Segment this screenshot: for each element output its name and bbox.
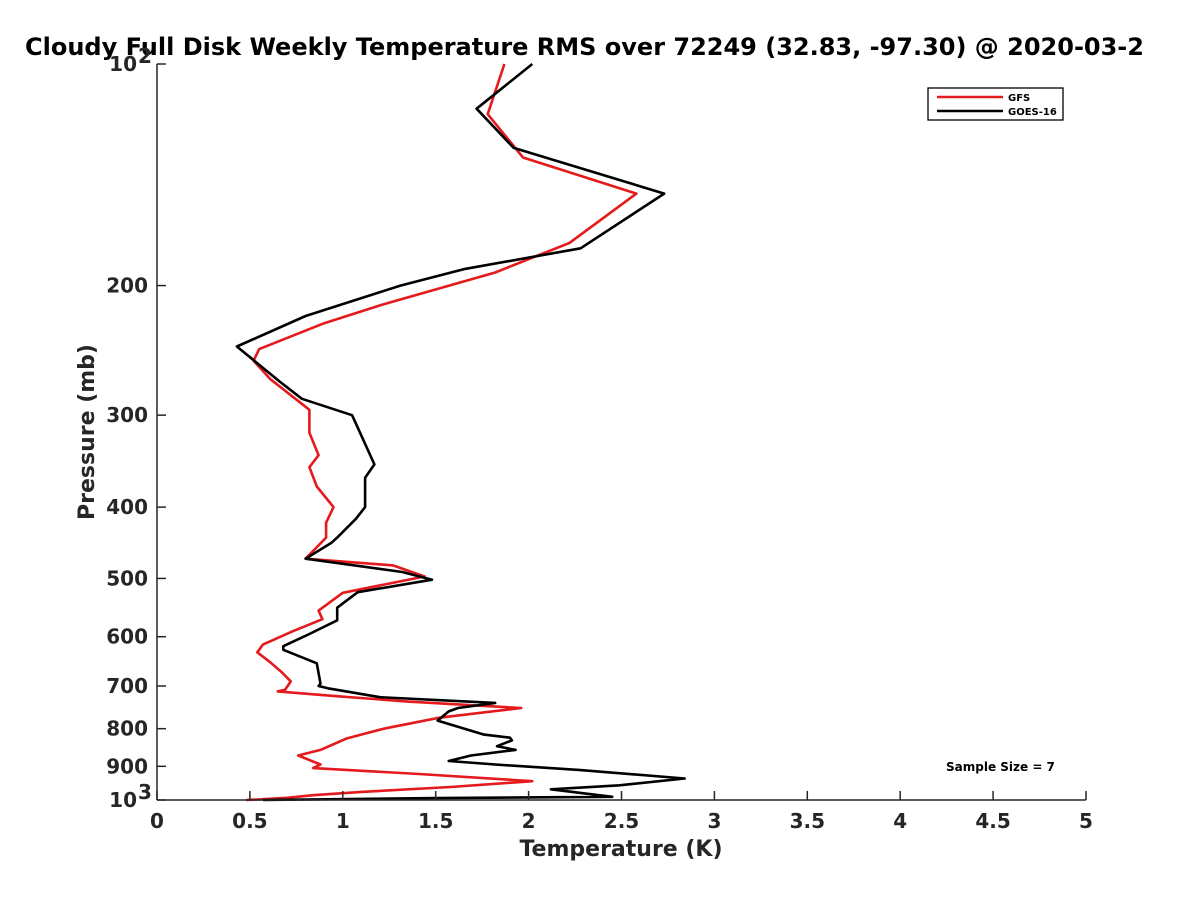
series-layer [235, 62, 687, 802]
x-tick-label: 0 [150, 809, 164, 833]
x-tick-label: 5 [1079, 809, 1093, 833]
y-tick-label: 300 [106, 403, 148, 427]
sample-size-annotation: Sample Size = 7 [946, 760, 1055, 774]
y-tick-label: 400 [106, 495, 148, 519]
x-tick-label: 4 [893, 809, 907, 833]
x-tick-label: 2 [522, 809, 536, 833]
legend-box [927, 87, 1064, 121]
series-line-goes-16 [235, 62, 687, 802]
y-tick-label: 900 [106, 754, 148, 778]
y-tick-exponent: 2 [138, 44, 152, 68]
y-tick-label: 700 [106, 674, 148, 698]
y-tick-label: 10 [109, 788, 137, 812]
x-tick-label: 3.5 [790, 809, 825, 833]
y-axis-label: Pressure (mb) [75, 344, 100, 520]
legend-label-gfs: GFS [1008, 93, 1030, 104]
y-tick-label: 500 [106, 566, 148, 590]
y-tick-exponent: 3 [138, 780, 152, 804]
x-tick-label: 4.5 [975, 809, 1010, 833]
y-tick-label: 10 [109, 52, 137, 76]
x-tick-label: 2.5 [604, 809, 639, 833]
series-line-gfs [246, 63, 638, 802]
legend: GFS GOES-16 [927, 87, 1064, 121]
x-tick-group: 0 0.5 1 1.5 2 2.5 3 3.5 4 4.5 5 [150, 791, 1093, 833]
x-axis-label: Temperature (K) [519, 837, 722, 862]
legend-label-goes16: GOES-16 [1008, 107, 1057, 118]
y-tick-label: 800 [106, 717, 148, 741]
x-tick-label: 0.5 [232, 809, 267, 833]
y-tick-label: 600 [106, 625, 148, 649]
x-tick-label: 1.5 [418, 809, 453, 833]
x-tick-label: 3 [707, 809, 721, 833]
x-tick-label: 1 [336, 809, 350, 833]
y-tick-label: 200 [106, 274, 148, 298]
chart-title: Cloudy Full Disk Weekly Temperature RMS … [25, 33, 1144, 61]
